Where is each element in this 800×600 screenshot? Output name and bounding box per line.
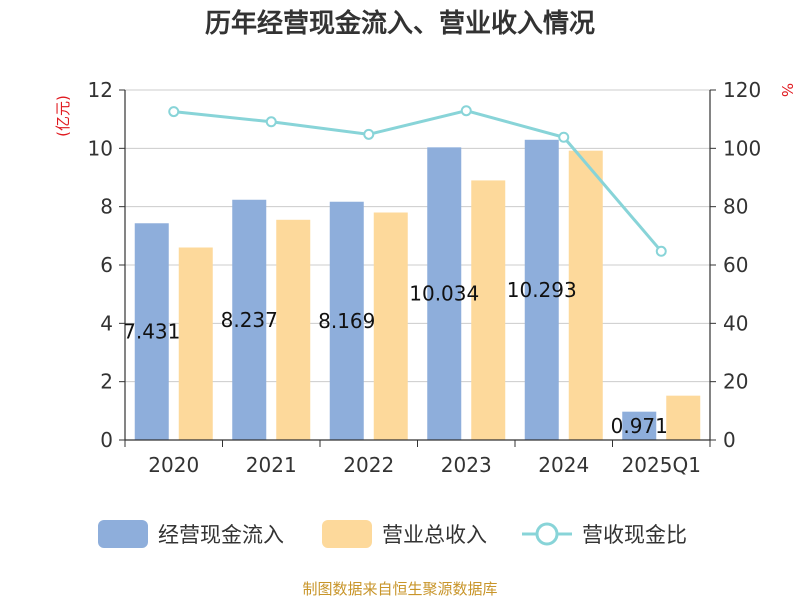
left-axis-unit: (亿元) xyxy=(54,95,72,137)
x-tick-label: 2024 xyxy=(538,453,589,477)
cash-inflow-bar xyxy=(524,139,559,440)
revenue-bar xyxy=(471,180,506,440)
right-tick-label: 0 xyxy=(723,428,736,452)
cash-inflow-bar xyxy=(427,147,462,440)
cash-inflow-bar xyxy=(622,411,657,440)
ratio-point xyxy=(460,105,472,117)
cash-inflow-value-label: 7.431 xyxy=(123,320,180,344)
ratio-point xyxy=(558,131,570,143)
cash-inflow-bar xyxy=(134,223,169,440)
revenue-bar xyxy=(373,212,408,440)
right-tick-label: 100 xyxy=(723,136,761,160)
left-tick-label: 2 xyxy=(100,370,113,394)
source-note: 制图数据来自恒生聚源数据库 xyxy=(302,580,497,598)
right-tick-label: 80 xyxy=(723,195,748,219)
legend: 经营现金流入 营业总收入 营收现金比 xyxy=(98,520,687,548)
ratio-line xyxy=(173,109,663,253)
line-series xyxy=(168,105,667,257)
right-tick-label: 60 xyxy=(723,253,748,277)
revenue-bar xyxy=(568,150,603,440)
cash-inflow-value-label: 8.237 xyxy=(221,308,278,332)
x-tick-label: 2025Q1 xyxy=(622,453,701,477)
cash-inflow-value-label: 10.293 xyxy=(507,278,577,302)
cash-inflow-value-label: 10.034 xyxy=(409,282,479,306)
legend-revenue-swatch xyxy=(322,520,372,548)
revenue-bar xyxy=(276,219,311,440)
ratio-point xyxy=(655,245,667,257)
cash-inflow-bar xyxy=(232,199,267,440)
ratio-point xyxy=(363,128,375,140)
left-tick-label: 8 xyxy=(100,195,113,219)
x-tick-label: 2022 xyxy=(343,453,394,477)
left-tick-label: 0 xyxy=(100,428,113,452)
legend-ratio-label: 营收现金比 xyxy=(582,523,687,547)
legend-cash-inflow-swatch xyxy=(98,520,148,548)
right-tick-label: 120 xyxy=(723,78,761,102)
right-axis-unit: % xyxy=(778,83,796,97)
ratio-point xyxy=(168,106,180,118)
left-tick-label: 6 xyxy=(100,253,113,277)
x-tick-label: 2020 xyxy=(148,453,199,477)
chart-title: 历年经营现金流入、营业收入情况 xyxy=(205,8,595,39)
x-tick-label: 2023 xyxy=(441,453,492,477)
cash-inflow-bar xyxy=(329,201,364,440)
cash-inflow-value-label: 8.169 xyxy=(318,309,375,333)
legend-revenue-label: 营业总收入 xyxy=(382,523,487,547)
revenue-bar xyxy=(666,395,701,440)
right-tick-label: 40 xyxy=(723,311,748,335)
data-labels: 7.431 8.237 8.169 10.034 10.293 0.971 xyxy=(123,278,668,438)
legend-cash-inflow-label: 经营现金流入 xyxy=(158,523,284,547)
x-tick-label: 2021 xyxy=(246,453,297,477)
left-tick-label: 4 xyxy=(100,311,113,335)
revenue-bar xyxy=(178,247,213,440)
ratio-point xyxy=(265,116,277,128)
left-tick-label: 12 xyxy=(88,78,113,102)
grid-lines xyxy=(125,89,710,383)
left-tick-label: 10 xyxy=(88,136,113,160)
cash-inflow-value-label: 0.971 xyxy=(611,414,668,438)
legend-ratio-swatch-marker xyxy=(535,522,559,546)
bar-series xyxy=(134,139,701,440)
right-tick-label: 20 xyxy=(723,370,748,394)
